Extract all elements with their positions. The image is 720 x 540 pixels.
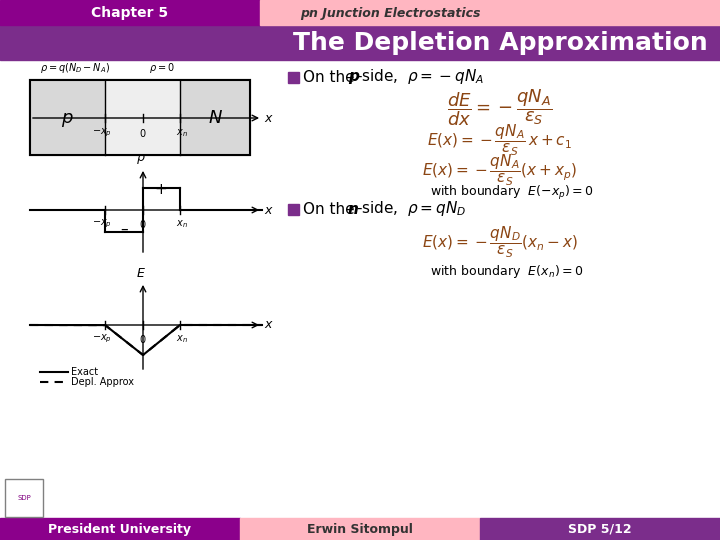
- Text: $0$: $0$: [139, 218, 147, 230]
- Text: $-x_p$: $-x_p$: [92, 127, 112, 139]
- Text: –: –: [120, 221, 128, 237]
- Text: Chapter 5: Chapter 5: [91, 6, 168, 20]
- Text: Erwin Sitompul: Erwin Sitompul: [307, 523, 413, 536]
- Bar: [5, 479, 43, 517]
- Bar: [240, 518, 480, 540]
- Bar: [288, 72, 299, 83]
- Bar: [180, 80, 250, 155]
- Text: $\dfrac{dE}{dx} = -\dfrac{qN_A}{\varepsilon_S}$: $\dfrac{dE}{dx} = -\dfrac{qN_A}{\varepsi…: [447, 87, 553, 129]
- Text: x: x: [264, 111, 271, 125]
- Bar: [0, 518, 240, 540]
- Bar: [0, 25, 720, 60]
- Text: $E$: $E$: [136, 267, 146, 280]
- Bar: [480, 518, 720, 540]
- Text: $\rho = q(N_D - N_A)$: $\rho = q(N_D - N_A)$: [40, 61, 110, 75]
- Bar: [260, 0, 720, 25]
- Text: On the: On the: [303, 70, 359, 84]
- Text: $-x_p$: $-x_p$: [92, 218, 112, 231]
- Text: -side,  $\rho = -qN_A$: -side, $\rho = -qN_A$: [356, 68, 484, 86]
- Bar: [30, 80, 250, 155]
- Text: President University: President University: [48, 523, 192, 536]
- Text: $E(x) = -\dfrac{qN_A}{\varepsilon_S}\,x + c_1$: $E(x) = -\dfrac{qN_A}{\varepsilon_S}\,x …: [428, 122, 572, 158]
- Text: pn Junction Electrostatics: pn Junction Electrostatics: [300, 6, 480, 19]
- Bar: [30, 80, 250, 155]
- Text: Depl. Approx: Depl. Approx: [71, 377, 134, 387]
- Text: $0$: $0$: [139, 127, 147, 139]
- Bar: [0, 0, 260, 25]
- Text: Exact: Exact: [71, 367, 98, 377]
- Text: x: x: [264, 319, 271, 332]
- Bar: [30, 80, 105, 155]
- Text: +: +: [155, 183, 167, 198]
- Text: $x_n$: $x_n$: [176, 218, 188, 230]
- Text: SDP 5/12: SDP 5/12: [568, 523, 632, 536]
- Text: $x_n$: $x_n$: [176, 333, 188, 345]
- Text: p: p: [61, 109, 73, 127]
- Text: with boundary  $E(-x_p) = 0$: with boundary $E(-x_p) = 0$: [430, 184, 594, 202]
- Text: $x_n$: $x_n$: [176, 127, 188, 139]
- Bar: [288, 204, 299, 215]
- Text: $0$: $0$: [139, 333, 147, 345]
- Text: SDP: SDP: [17, 495, 31, 501]
- Text: -side,  $\rho = qN_D$: -side, $\rho = qN_D$: [356, 199, 467, 219]
- Text: $\rho$: $\rho$: [136, 152, 146, 166]
- Text: The Depletion Approximation: The Depletion Approximation: [292, 31, 707, 55]
- Text: $\rho = 0$: $\rho = 0$: [149, 61, 175, 75]
- Text: $E(x) = -\dfrac{qN_A}{\varepsilon_S}(x + x_p)$: $E(x) = -\dfrac{qN_A}{\varepsilon_S}(x +…: [423, 152, 577, 188]
- Text: N: N: [208, 109, 222, 127]
- Text: x: x: [264, 204, 271, 217]
- Text: On the: On the: [303, 201, 359, 217]
- Text: $-x_p$: $-x_p$: [92, 333, 112, 346]
- Text: n: n: [348, 201, 359, 217]
- Text: p: p: [348, 70, 359, 84]
- Bar: [105, 80, 180, 155]
- Text: $E(x) = -\dfrac{qN_D}{\varepsilon_S}(x_n - x)$: $E(x) = -\dfrac{qN_D}{\varepsilon_S}(x_n…: [422, 224, 578, 260]
- Text: with boundary  $E(x_n) = 0$: with boundary $E(x_n) = 0$: [430, 264, 583, 280]
